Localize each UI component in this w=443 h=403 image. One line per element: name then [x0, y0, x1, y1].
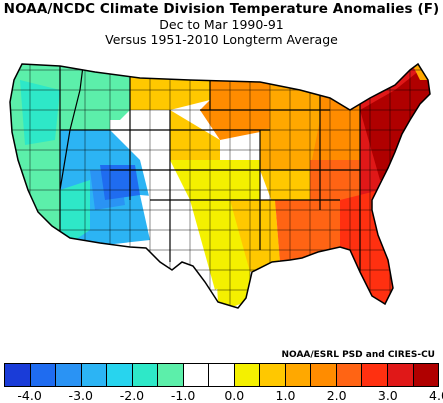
- legend-swatch-12: [311, 364, 337, 386]
- legend-swatch-9: [234, 364, 261, 386]
- legend-tick-label: 2.0: [326, 388, 347, 403]
- credit-text: NOAA/ESRL PSD and CIRES-CU: [281, 350, 436, 360]
- legend-swatch-4: [107, 364, 133, 386]
- region-nebraska: [170, 110, 220, 160]
- legend-swatch-11: [285, 364, 312, 386]
- legend-tick-label: 1.0: [275, 388, 296, 403]
- us-anomaly-map: [9, 63, 431, 309]
- legend-ticks: -4.0 -3.0 -2.0 -1.0 0.0 1.0 2.0 3.0 4.0: [4, 387, 443, 403]
- title-block: NOAA/NCDC Climate Division Temperature A…: [0, 1, 443, 47]
- color-legend: [4, 363, 439, 387]
- legend-swatch-8: [209, 364, 235, 386]
- legend-swatch-6: [158, 364, 184, 386]
- map-baseline: Versus 1951-2010 Longterm Average: [105, 32, 338, 47]
- legend-tick-label: -2.0: [119, 388, 145, 403]
- legend-swatch-0: [5, 364, 31, 386]
- legend-swatch-13: [336, 364, 363, 386]
- legend-tick-label: 3.0: [377, 388, 398, 403]
- region-florida: [345, 240, 393, 304]
- region-nevada: [60, 180, 90, 250]
- legend-tick-label: -1.0: [170, 388, 196, 403]
- legend-tick-label: -3.0: [68, 388, 93, 403]
- legend-swatch-16: [413, 364, 439, 386]
- region-southeast: [275, 200, 340, 262]
- region-kentucky-tn: [310, 160, 360, 210]
- region-texas-south: [215, 250, 250, 308]
- legend-swatch-2: [56, 364, 82, 386]
- legend-tick-label: 0.0: [224, 388, 245, 403]
- region-wyoming: [110, 120, 170, 200]
- map-period: Dec to Mar 1990-91: [159, 17, 284, 32]
- legend-swatch-14: [362, 364, 388, 386]
- map-title: NOAA/NCDC Climate Division Temperature A…: [3, 1, 440, 17]
- legend-swatch-15: [387, 364, 414, 386]
- legend-tick-label: 4.0: [429, 388, 443, 403]
- region-oklahoma-east: [230, 200, 280, 272]
- legend-swatch-5: [132, 364, 159, 386]
- legend-tick-label: -4.0: [17, 388, 42, 403]
- legend-swatch-3: [81, 364, 108, 386]
- legend-swatch-10: [260, 364, 286, 386]
- legend-swatch-7: [183, 364, 210, 386]
- legend-swatch-1: [30, 364, 57, 386]
